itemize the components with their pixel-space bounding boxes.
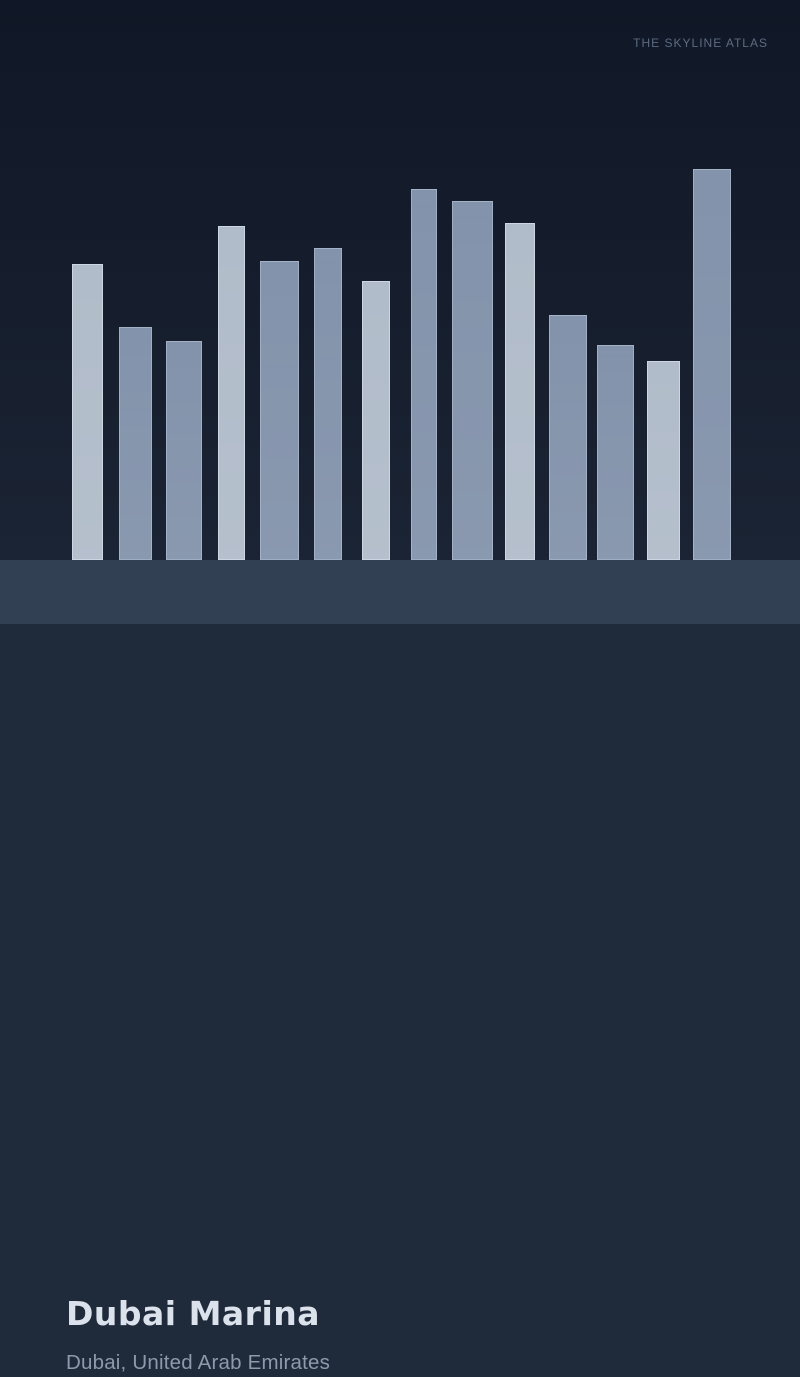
- poster-subtitle: Dubai, United Arab Emirates: [66, 1351, 331, 1374]
- skyline-chart: [0, 0, 800, 560]
- building-bar: [72, 264, 103, 560]
- building-bar: [597, 345, 634, 560]
- building-bar: [452, 201, 493, 560]
- sky-background: [0, 0, 800, 560]
- building-bar: [505, 223, 535, 560]
- footer: Dubai Marina Dubai, United Arab Emirates: [0, 624, 800, 1374]
- ground-strip: [0, 560, 800, 624]
- building-bar: [362, 281, 390, 560]
- building-bar: [647, 361, 680, 560]
- building-bar: [260, 261, 299, 560]
- building-bar: [549, 315, 587, 560]
- brand-label: THE SKYLINE ATLAS: [633, 36, 768, 50]
- building-bar: [119, 327, 152, 560]
- building-bar: [218, 226, 245, 560]
- building-bar: [166, 341, 202, 560]
- poster-title: Dubai Marina: [66, 1294, 321, 1333]
- building-bar: [411, 189, 437, 560]
- building-bar: [693, 169, 731, 560]
- building-bar: [314, 248, 342, 560]
